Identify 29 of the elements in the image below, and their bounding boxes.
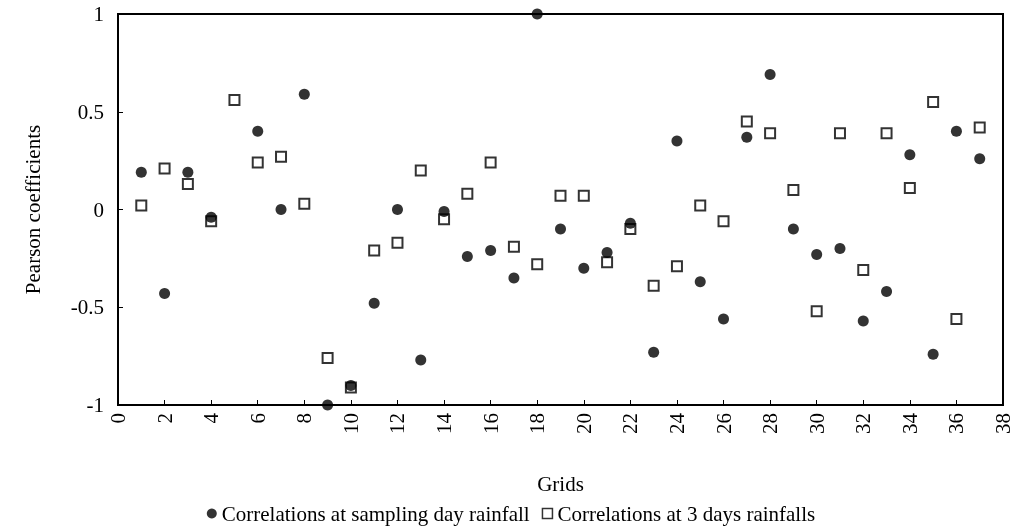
x-tick-label: 20 xyxy=(571,413,596,434)
x-tick-label: 8 xyxy=(292,413,317,424)
x-tick-label: 26 xyxy=(711,413,736,434)
x-tick-label: 30 xyxy=(804,413,829,434)
x-tick-label: 14 xyxy=(432,412,457,434)
x-tick-label: 38 xyxy=(991,413,1015,434)
y-tick-label: 1 xyxy=(93,2,104,26)
x-tick-label: 6 xyxy=(245,413,270,424)
x-tick-label: 24 xyxy=(664,412,689,434)
x-tick-label: 22 xyxy=(618,413,643,434)
x-tick-label: 2 xyxy=(152,413,177,424)
y-tick-label: -0.5 xyxy=(70,295,104,320)
y-tick-label: -1 xyxy=(86,393,104,417)
x-axis-title: Grids xyxy=(537,471,584,496)
y-tick-label: 0.5 xyxy=(77,99,104,124)
y-axis-title: Pearson coefficients xyxy=(20,124,45,295)
x-tick-label: 4 xyxy=(199,412,224,424)
x-tick-label: 32 xyxy=(851,413,876,434)
x-tick-label: 0 xyxy=(106,413,130,424)
x-tick-label: 12 xyxy=(385,413,410,434)
x-tick-label: 16 xyxy=(478,413,503,434)
legend-label: Correlations at 3 days rainfalls xyxy=(557,501,816,526)
x-tick-label: 18 xyxy=(525,413,550,434)
y-tick-label: 0 xyxy=(93,197,104,222)
x-tick-label: 28 xyxy=(758,413,783,434)
legend-label: Correlations at sampling day rainfall xyxy=(221,501,530,526)
x-tick-label: 34 xyxy=(897,412,922,434)
x-tick-label: 36 xyxy=(944,413,969,434)
x-tick-label: 10 xyxy=(338,413,363,434)
